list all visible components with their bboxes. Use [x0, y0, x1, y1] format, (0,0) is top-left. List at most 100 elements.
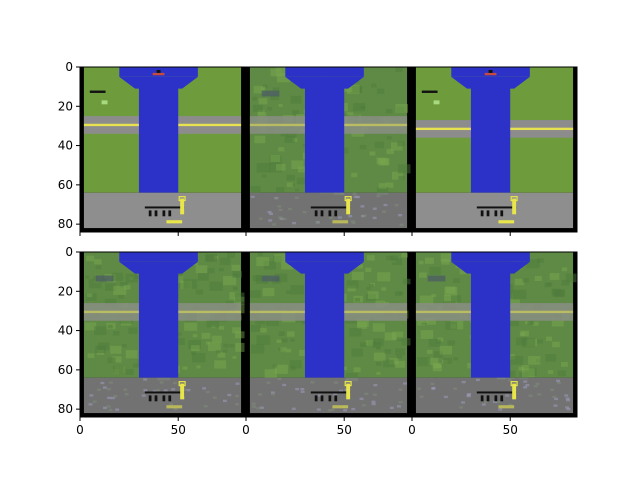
- noise-patch: [128, 327, 138, 334]
- noise-patch: [96, 349, 105, 356]
- noise-patch: [547, 370, 554, 374]
- x-tick-label: 0: [242, 423, 250, 437]
- noise-patch: [525, 338, 537, 347]
- noise-patch: [276, 339, 282, 344]
- noise-patch: [377, 88, 385, 94]
- noise-patch: [418, 260, 424, 265]
- noise-patch: [278, 216, 283, 219]
- noise-patch: [398, 213, 403, 217]
- noise-patch: [290, 338, 295, 342]
- noise-patch: [556, 379, 561, 383]
- x-tick-label: 0: [76, 423, 84, 437]
- hud-counter: [332, 405, 349, 409]
- noise-patch: [275, 163, 286, 171]
- noise-patch: [272, 364, 278, 368]
- blurred-enemy: [427, 275, 446, 282]
- hud-digit: [500, 395, 504, 402]
- hud-gauge-cap: [510, 196, 518, 202]
- hud-digit: [480, 395, 484, 402]
- noise-patch: [516, 337, 528, 346]
- noise-patch: [290, 183, 295, 187]
- noise-patch: [433, 351, 443, 358]
- noise-patch: [267, 210, 272, 214]
- noise-patch: [229, 344, 235, 348]
- noise-patch: [419, 395, 424, 398]
- noise-patch: [233, 296, 245, 305]
- noise-patch: [118, 294, 124, 299]
- noise-patch: [112, 369, 120, 374]
- noise-patch: [367, 291, 379, 299]
- noise-patch: [287, 207, 292, 211]
- noise-patch: [351, 172, 358, 178]
- noise-patch: [186, 388, 191, 392]
- x-tick-label: 50: [171, 423, 186, 437]
- noise-patch: [94, 259, 102, 265]
- noise-patch: [353, 367, 361, 373]
- noise-patch: [537, 258, 544, 263]
- axes-frame: [79, 66, 246, 233]
- noise-patch: [232, 286, 238, 291]
- noise-patch: [381, 287, 387, 291]
- noise-patch: [384, 349, 392, 354]
- noise-patch: [339, 389, 344, 393]
- noise-patch: [222, 399, 227, 403]
- noise-patch: [124, 285, 131, 290]
- noise-patch: [565, 397, 570, 400]
- noise-patch: [232, 327, 241, 334]
- x-tick-label: 50: [337, 423, 352, 437]
- noise-patch: [401, 338, 411, 346]
- noise-patch: [188, 339, 202, 350]
- axes-frame: [245, 66, 412, 233]
- noise-patch: [377, 157, 389, 166]
- noise-patch: [88, 279, 102, 289]
- noise-patch: [173, 407, 178, 411]
- noise-patch: [270, 94, 280, 101]
- noise-patch: [302, 210, 307, 214]
- noise-patch: [287, 130, 297, 138]
- noise-patch: [524, 367, 537, 376]
- noise-patch: [261, 174, 267, 178]
- noise-patch: [459, 406, 463, 409]
- river-top: [451, 252, 530, 262]
- hud-gauge: [180, 383, 185, 400]
- hud-digit: [314, 210, 318, 217]
- noise-patch: [351, 407, 356, 411]
- noise-patch: [340, 192, 345, 196]
- noise-patch: [276, 187, 285, 193]
- noise-patch: [346, 280, 359, 289]
- noise-patch: [546, 282, 553, 287]
- noise-patch: [125, 350, 138, 359]
- noise-patch: [372, 393, 377, 396]
- noise-patch: [379, 158, 390, 166]
- noise-patch: [278, 347, 283, 351]
- noise-patch: [287, 331, 295, 337]
- noise-patch: [281, 261, 294, 270]
- noise-patch: [267, 106, 273, 111]
- noise-patch: [343, 409, 348, 412]
- noise-patch: [376, 186, 389, 195]
- noise-patch: [169, 403, 174, 406]
- river-stem: [304, 82, 345, 193]
- noise-patch: [425, 317, 437, 325]
- noise-patch: [270, 68, 282, 77]
- hud-digit: [148, 395, 152, 402]
- noise-patch: [533, 385, 538, 388]
- noise-patch: [113, 285, 127, 296]
- noise-patch: [291, 160, 304, 170]
- hud-digit: [162, 210, 166, 217]
- noise-patch: [107, 324, 113, 329]
- noise-patch: [290, 285, 305, 295]
- hud-digit: [486, 210, 490, 217]
- noise-patch: [498, 408, 503, 411]
- noise-patch: [427, 357, 439, 366]
- noise-patch: [258, 393, 263, 396]
- noise-patch: [561, 280, 570, 286]
- noise-patch: [113, 394, 118, 398]
- noise-patch: [129, 277, 134, 280]
- noise-patch: [180, 280, 192, 289]
- hud-gauge: [346, 198, 351, 215]
- noise-patch: [435, 339, 442, 344]
- noise-patch: [95, 345, 106, 353]
- noise-patch: [395, 360, 406, 368]
- noise-patch: [234, 331, 245, 339]
